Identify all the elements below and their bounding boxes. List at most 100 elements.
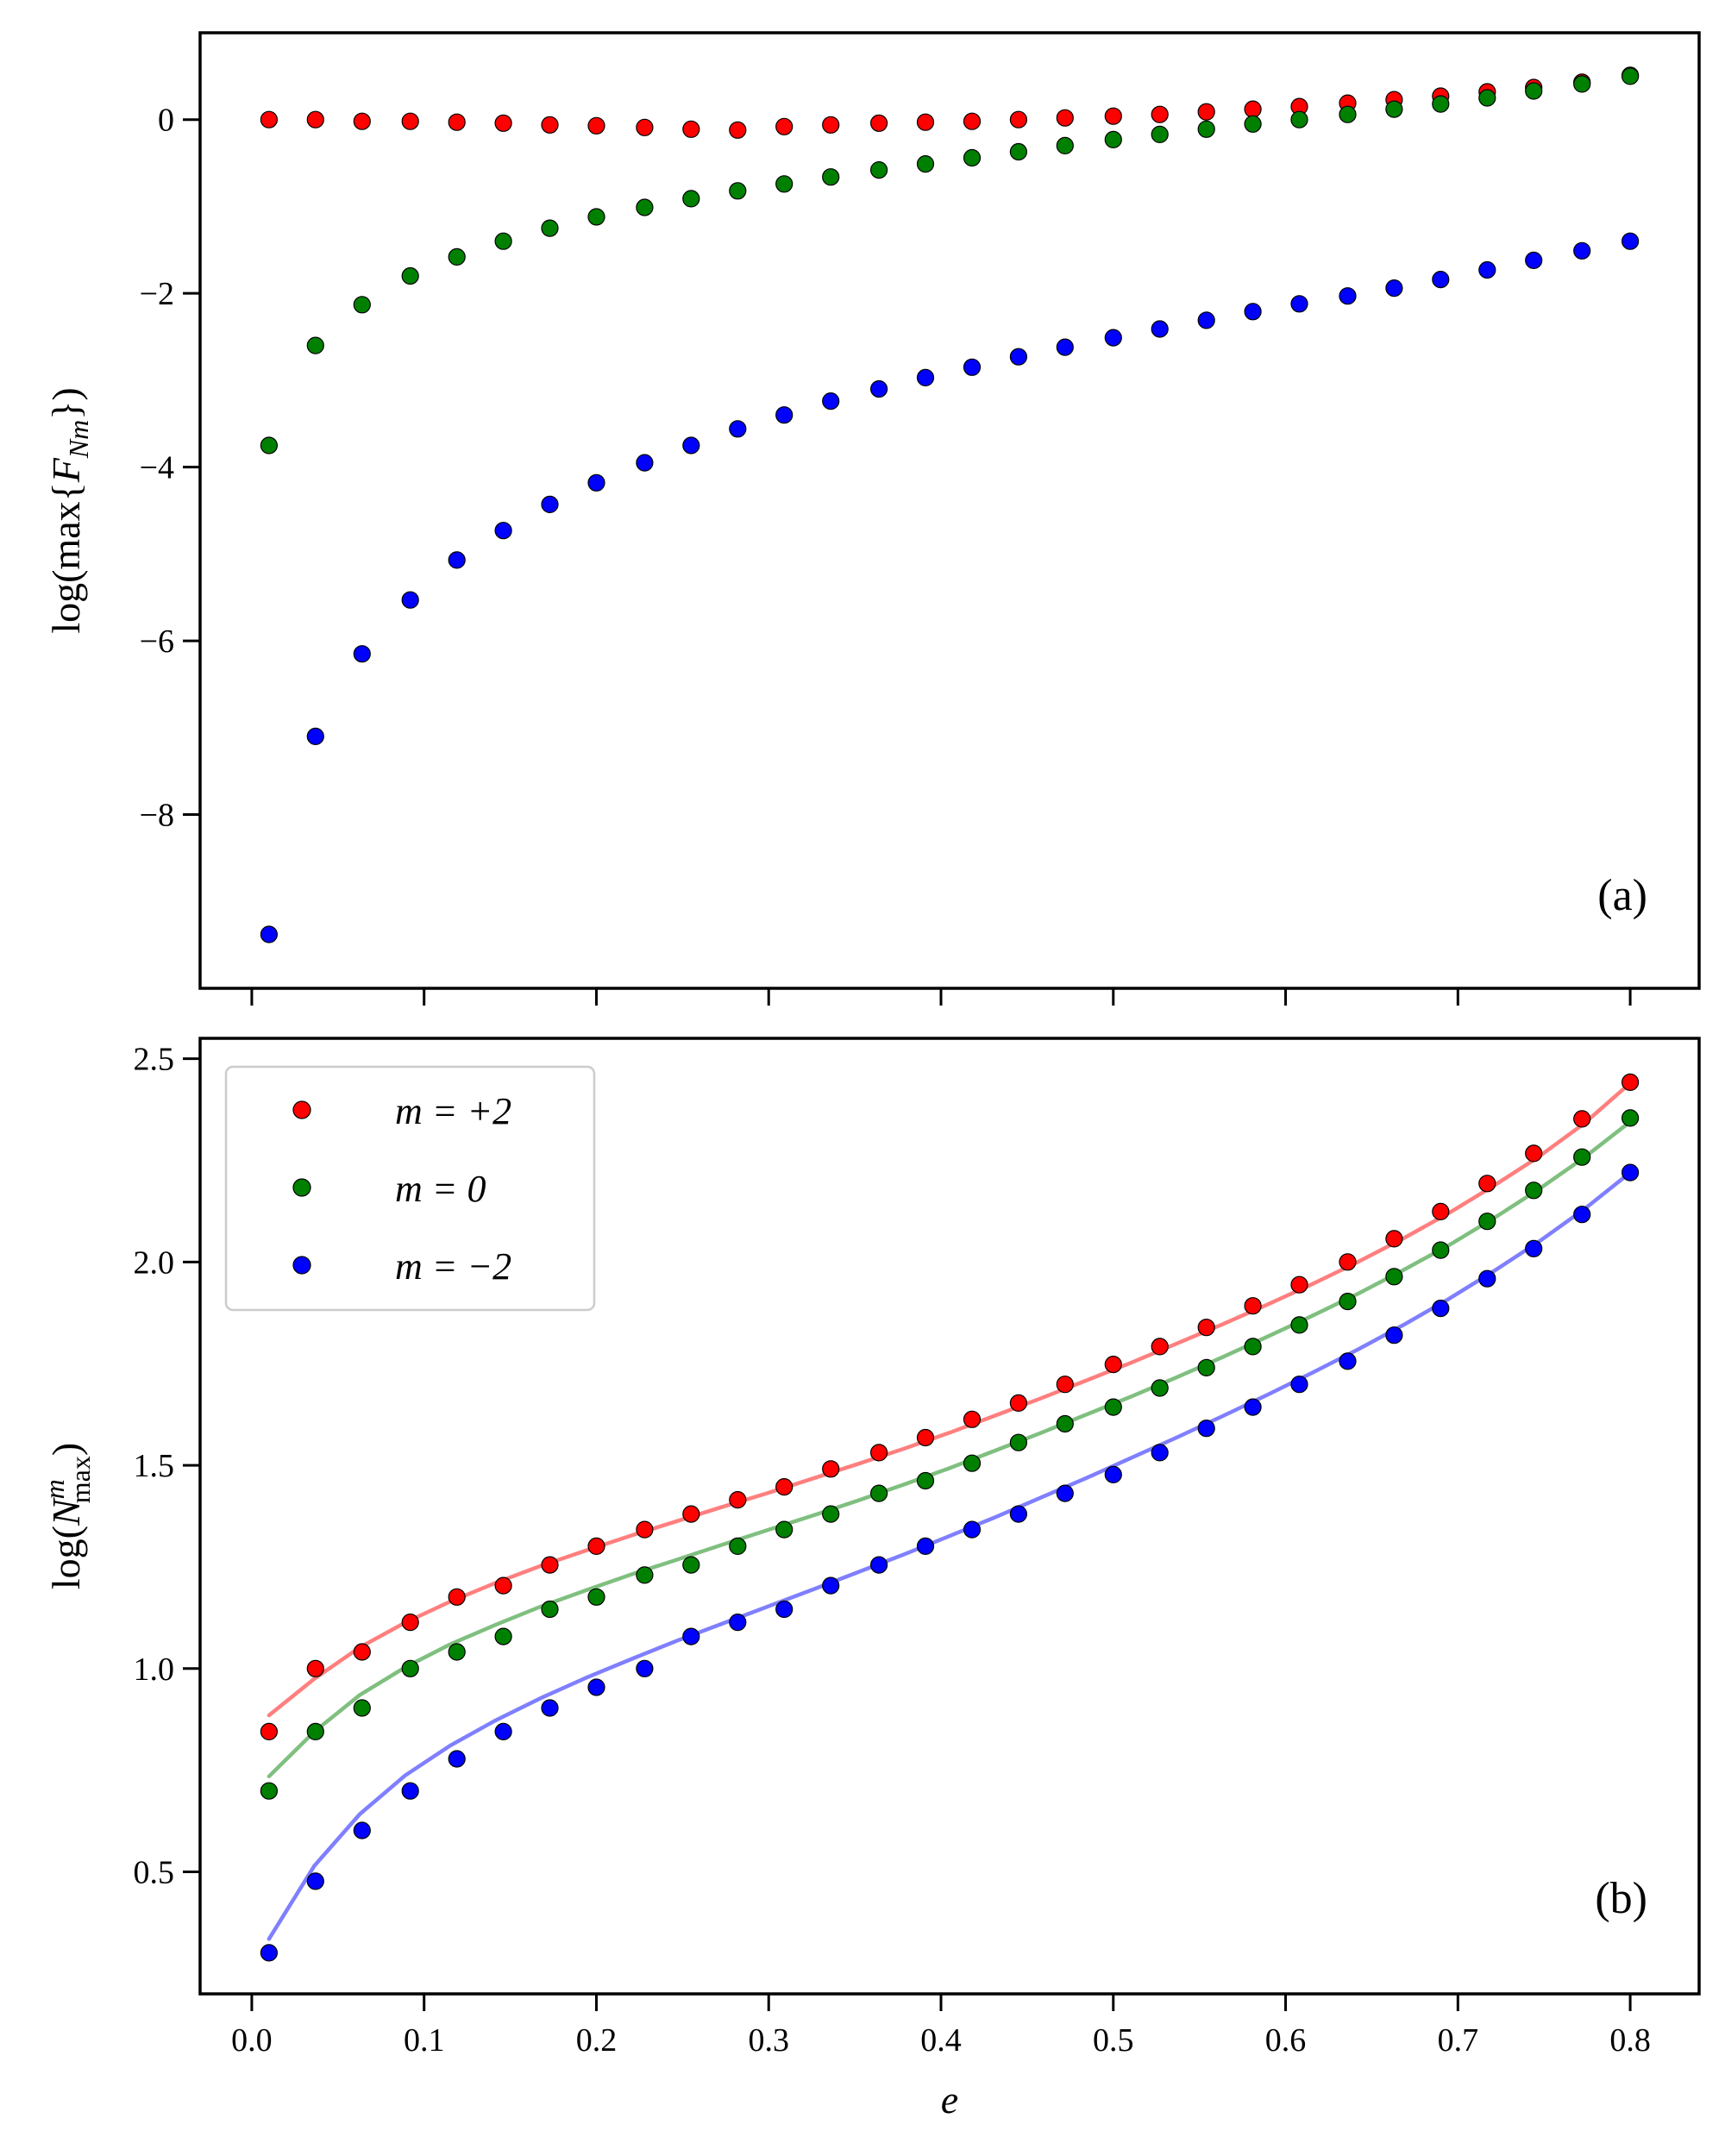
y-tick-label: 2.0	[134, 1244, 175, 1281]
panel-a-axes-frame	[198, 31, 1701, 990]
data-point	[1244, 1398, 1262, 1416]
data-point	[494, 114, 512, 132]
data-point	[775, 406, 794, 424]
panel-a-tick-labels: 0 −2 −4 −6 −8	[140, 103, 174, 834]
panel-a: 0 −2 −4 −6 −8 (a) log(max{FNm})	[44, 31, 1701, 1006]
data-point	[353, 296, 371, 314]
data-point	[587, 1588, 605, 1606]
data-point	[636, 118, 654, 136]
data-point	[822, 116, 840, 134]
data-point	[1009, 1505, 1028, 1523]
data-point	[587, 116, 605, 135]
data-point	[541, 116, 559, 134]
data-point	[916, 113, 935, 131]
data-point	[1244, 1338, 1262, 1356]
data-point	[1573, 1110, 1591, 1128]
data-point	[1385, 279, 1403, 298]
data-point	[541, 219, 559, 237]
data-point	[916, 155, 935, 173]
data-point	[1432, 271, 1450, 289]
data-point	[448, 113, 466, 131]
data-point	[869, 161, 888, 179]
x-tick-label: 0.8	[1609, 2022, 1651, 2059]
legend-label-m-plus-2: m = +2	[395, 1090, 511, 1132]
data-point	[1151, 320, 1169, 338]
data-point	[353, 1821, 371, 1839]
data-point	[401, 1782, 419, 1800]
panel-b-points	[260, 1073, 1640, 1962]
data-point	[260, 925, 278, 943]
legend-marker-m-0	[292, 1178, 311, 1197]
legend-marker-m-plus-2	[292, 1100, 311, 1119]
data-point	[448, 551, 466, 569]
data-point	[1432, 95, 1450, 113]
data-point	[494, 522, 512, 540]
data-point	[1197, 103, 1215, 121]
data-point	[869, 379, 888, 398]
y-tick-label: 0	[158, 103, 174, 139]
data-point	[1197, 1319, 1215, 1337]
data-point	[1525, 1239, 1543, 1257]
data-point	[1339, 1292, 1357, 1311]
data-point	[916, 1471, 935, 1490]
data-point	[682, 1505, 700, 1523]
data-point	[775, 175, 794, 193]
data-point	[1621, 1109, 1640, 1127]
data-point	[1104, 1465, 1122, 1484]
data-point	[822, 168, 840, 186]
data-point	[1478, 260, 1496, 279]
panel-b: 0.0 0.1 0.2 0.3 0.4 0.5 0.6 0.7 0.8 0.5 1.0 1.5 2.0 2…	[39, 1037, 1701, 2122]
data-point	[822, 392, 840, 411]
data-point	[1385, 100, 1403, 118]
data-point	[1478, 1213, 1496, 1231]
data-point	[587, 1678, 605, 1696]
y-tick-label: 0.5	[134, 1855, 175, 1891]
data-point	[1104, 1355, 1122, 1374]
data-point	[1056, 109, 1074, 127]
fit-line	[267, 1170, 1633, 1941]
data-point	[1432, 1299, 1450, 1318]
data-point	[1432, 1202, 1450, 1221]
data-point	[916, 1428, 935, 1447]
data-point	[869, 1444, 888, 1462]
x-tick-label: 0.6	[1265, 2022, 1307, 2059]
panel-a-points	[260, 66, 1640, 943]
data-point	[494, 1722, 512, 1741]
legend-box	[224, 1065, 596, 1312]
data-point	[1056, 338, 1074, 356]
data-point	[1339, 287, 1357, 305]
panel-b-y-axis-label: log(Nmmax)	[39, 1443, 96, 1589]
data-point	[306, 1659, 324, 1677]
data-point	[1621, 67, 1640, 85]
panel-a-ticks	[183, 118, 1632, 1006]
data-point	[1151, 1444, 1169, 1462]
data-point	[1621, 1073, 1640, 1092]
data-point	[541, 1699, 559, 1717]
y-tick-label: −8	[140, 798, 174, 834]
data-point	[682, 1627, 700, 1645]
legend: m = +2 m = 0 m = −2	[224, 1065, 596, 1312]
data-point	[541, 1600, 559, 1619]
x-tick-label: 0.2	[576, 2022, 618, 2059]
data-point	[963, 1410, 982, 1428]
data-point	[587, 208, 605, 226]
data-point	[1197, 1358, 1215, 1377]
data-point	[1009, 110, 1028, 128]
data-point	[1151, 125, 1169, 143]
data-point	[1104, 329, 1122, 347]
data-point	[1151, 1338, 1169, 1356]
data-point	[1197, 1420, 1215, 1438]
data-point	[1573, 1206, 1591, 1224]
data-point	[1525, 82, 1543, 100]
data-point	[1056, 1376, 1074, 1394]
data-point	[963, 1520, 982, 1539]
data-point	[1339, 105, 1357, 123]
data-point	[775, 1520, 794, 1539]
data-point	[1525, 251, 1543, 269]
data-point	[1290, 110, 1308, 128]
panel-b-tick-labels: 0.0 0.1 0.2 0.3 0.4 0.5 0.6 0.7 0.8 0.5 1.0 1.5 2.0 2…	[134, 1042, 1651, 2059]
legend-label-m-minus-2: m = −2	[395, 1245, 511, 1288]
data-point	[1009, 1433, 1028, 1451]
x-tick-label: 0.0	[231, 2022, 273, 2059]
